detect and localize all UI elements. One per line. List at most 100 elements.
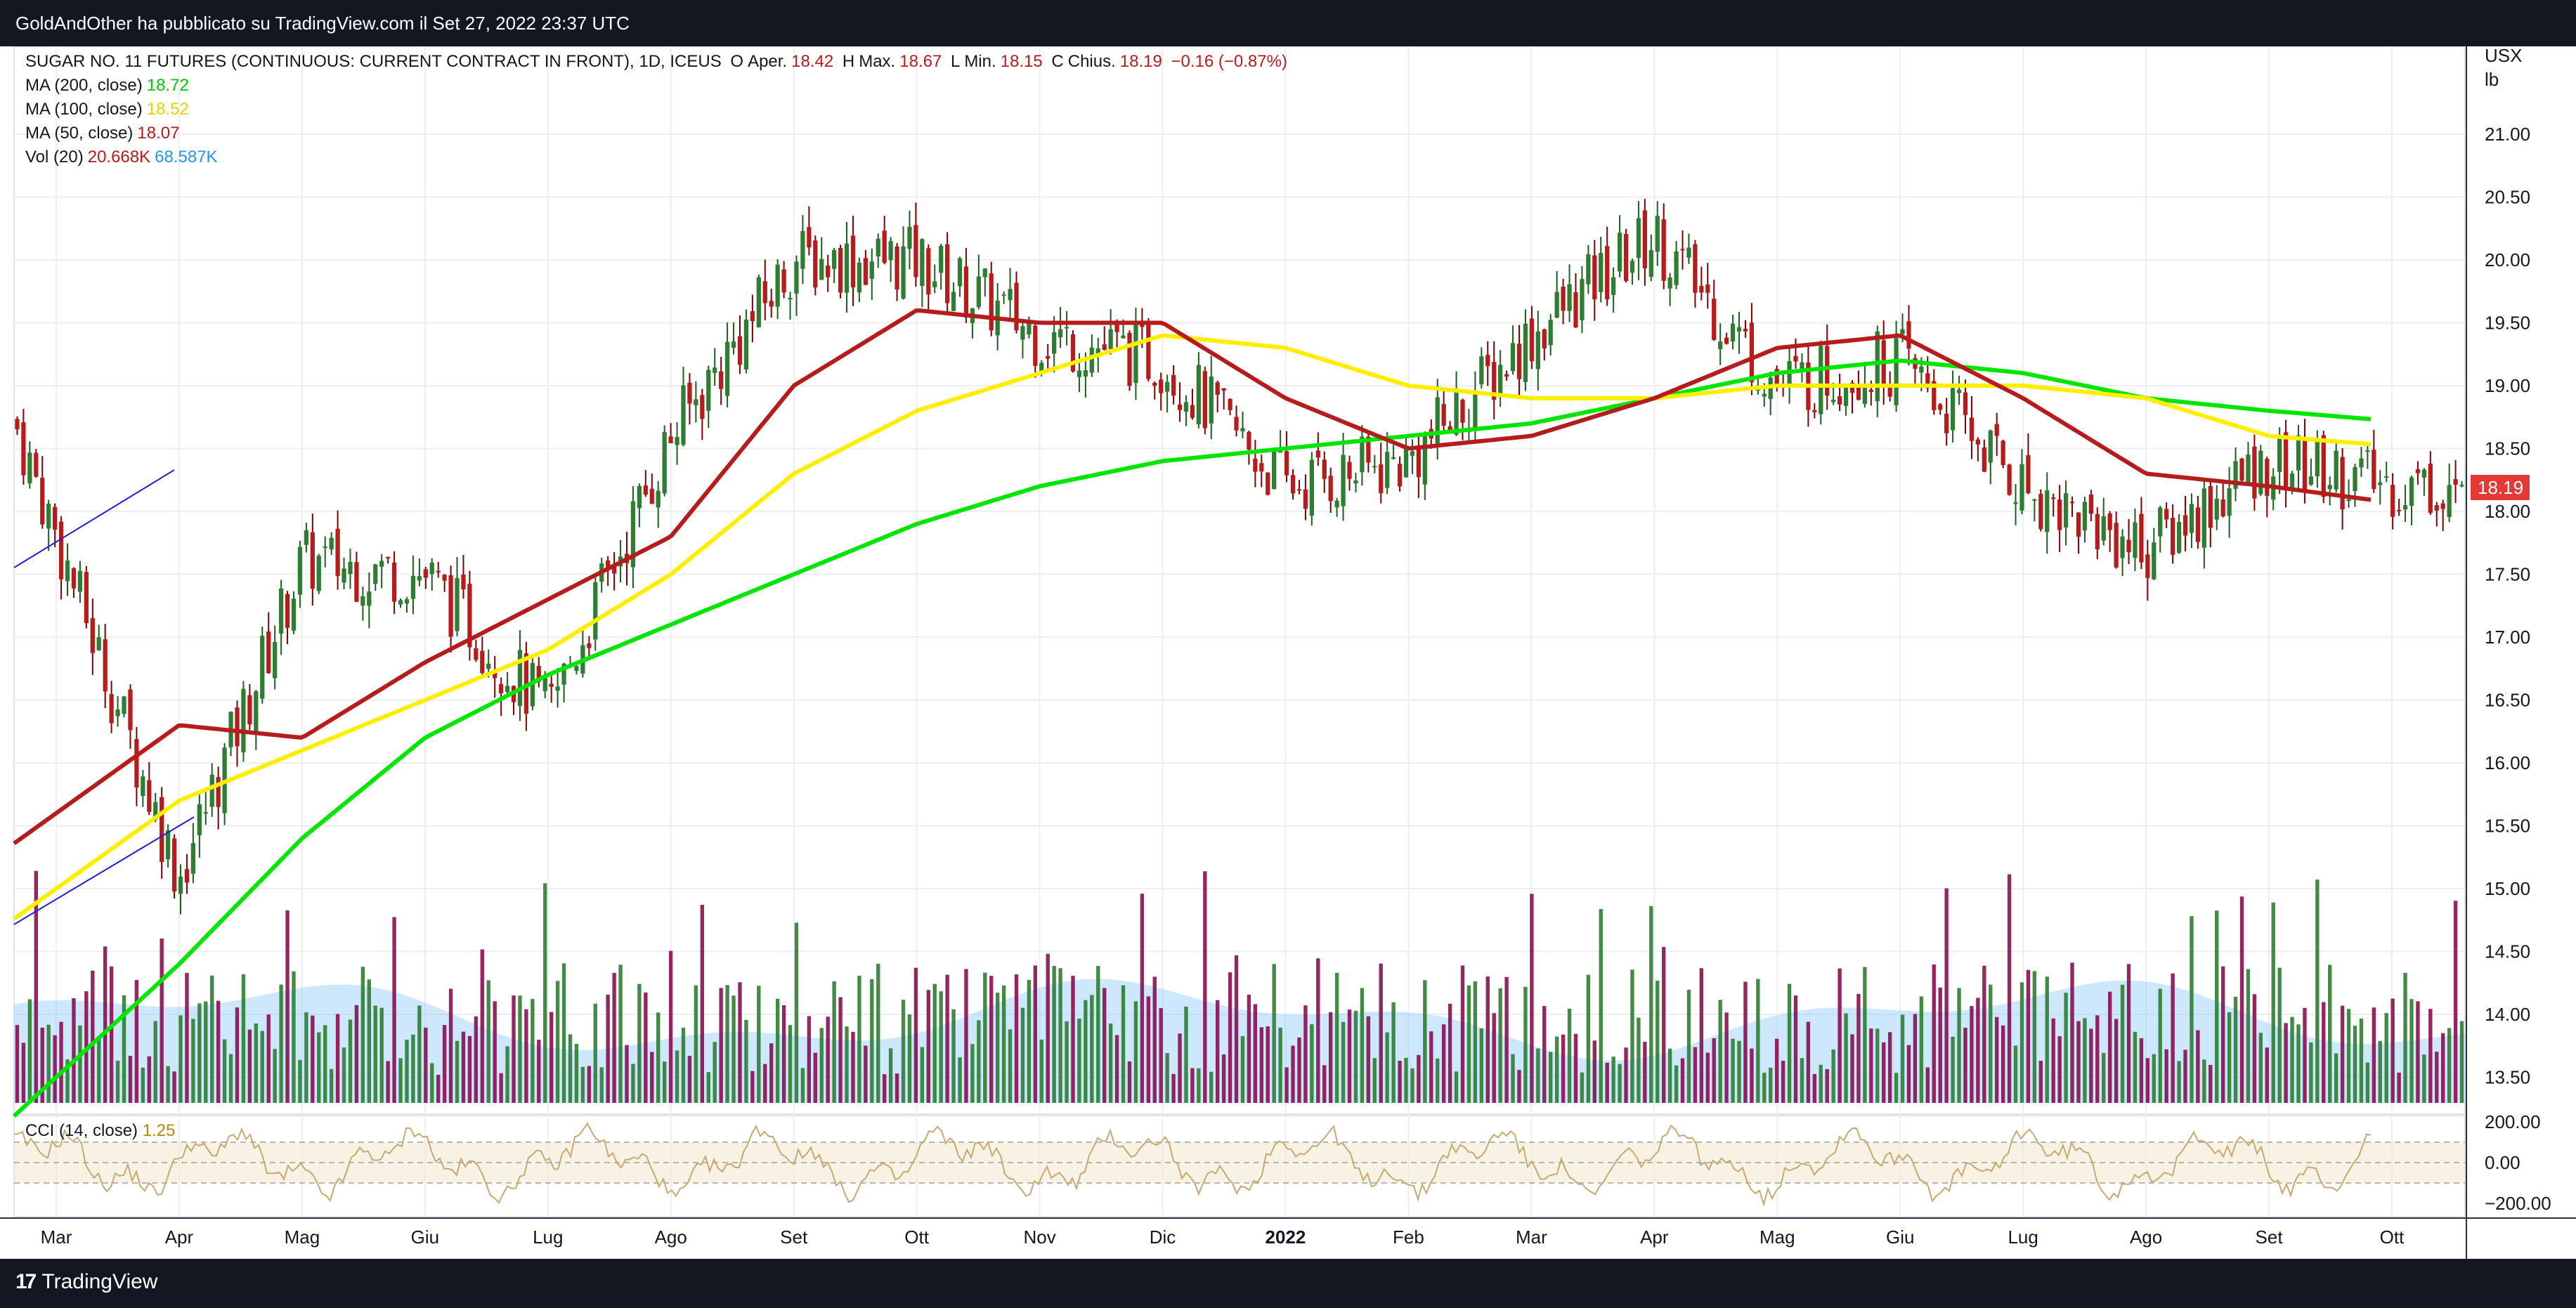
volume-bar: [1379, 963, 1383, 1103]
volume-bar: [568, 1034, 573, 1103]
candle-body: [2372, 450, 2376, 490]
volume-bar: [1328, 1012, 1333, 1103]
volume-bar: [1806, 1021, 1811, 1103]
volume-bar: [461, 1031, 466, 1103]
volume-bar: [958, 1057, 962, 1103]
candle-body: [1573, 292, 1578, 328]
candle-body: [1315, 450, 1320, 458]
volume-bar: [1221, 1054, 1226, 1103]
candle-body: [398, 600, 403, 605]
axes: 21.00 20.50 20.00 19.50 19.00 18.50 18.00 17.50…: [0, 46, 2576, 1259]
volume-bar: [1850, 1034, 1854, 1103]
candle-body: [982, 268, 987, 277]
candle-body: [423, 569, 428, 578]
volume-bar: [1762, 1073, 1767, 1103]
candle-body: [1152, 383, 1157, 386]
volume-bar: [1580, 1072, 1585, 1103]
volume-bar: [926, 990, 930, 1103]
volume-bar: [1561, 1034, 1566, 1103]
candle-body: [2396, 509, 2402, 511]
volume-bar: [2007, 874, 2012, 1103]
candle-body: [2076, 512, 2081, 537]
cci-line: [13, 1122, 2372, 1208]
ma100-value: 18.52: [146, 100, 189, 119]
candle-body: [84, 572, 89, 624]
candle-body: [1492, 362, 1497, 400]
currency-label: USX: [2485, 46, 2522, 66]
chart-grid: [13, 46, 2466, 1217]
volume-bar: [800, 1068, 805, 1103]
cci-label: CCI (14, close): [25, 1121, 138, 1140]
candle-body: [2334, 450, 2338, 490]
candle-body: [323, 546, 327, 548]
ma100-legend[interactable]: MA (100, close) 18.52: [25, 100, 193, 119]
volume-bar: [147, 1056, 151, 1103]
volume-bar: [1592, 1040, 1596, 1103]
candle-body: [2026, 454, 2031, 494]
volume-bar: [341, 1047, 346, 1103]
ma100-label: MA (100, close): [25, 100, 143, 119]
candle-body: [2107, 513, 2112, 530]
ma200-value: 18.72: [146, 76, 189, 95]
candle-body: [2233, 461, 2238, 489]
volume-bar: [555, 981, 560, 1103]
volume-bar: [1046, 953, 1050, 1103]
volume-bar: [1102, 988, 1107, 1103]
cci-legend[interactable]: CCI (14, close) 1.25: [25, 1121, 175, 1141]
candle-body: [1253, 458, 1258, 472]
tradingview-logo[interactable]: 17 TradingView: [15, 1270, 157, 1294]
volume-bar: [1605, 1062, 1609, 1103]
price-tick-label: 18.50: [2485, 438, 2530, 459]
volume-bar: [1643, 1041, 1647, 1103]
ma50-legend[interactable]: MA (50, close) 18.07: [25, 124, 183, 143]
volume-bar: [1674, 1065, 1679, 1103]
volume-bar: [1209, 1071, 1214, 1103]
volume-bar: [1573, 1033, 1578, 1103]
volume-bar: [1341, 1021, 1346, 1103]
candle-body: [1159, 379, 1164, 393]
volume-bar: [1441, 1024, 1446, 1103]
volume-bar: [15, 1025, 20, 1103]
candle-body: [128, 689, 133, 731]
volume-bar: [587, 1066, 592, 1103]
volume-bar: [1649, 905, 1653, 1103]
volume-bar: [637, 983, 642, 1103]
volume-bar: [1372, 1058, 1377, 1103]
candle-body: [901, 246, 906, 299]
candle-body: [1554, 292, 1559, 318]
candle-body: [2114, 523, 2119, 568]
price-tick-label: 16.00: [2485, 752, 2530, 773]
candle-body: [555, 686, 560, 691]
volume-legend[interactable]: Vol (20) 20.668K 68.587K: [25, 148, 222, 167]
volume-bar: [945, 974, 949, 1103]
time-tick-label: Lug: [2008, 1227, 2038, 1248]
candle-body: [53, 506, 58, 530]
volume-bar: [1894, 1073, 1899, 1103]
volume-bar: [1938, 987, 1942, 1103]
volume-bar: [2265, 1047, 2269, 1103]
cci-value: 1.25: [142, 1121, 176, 1140]
price-tick-label: 15.50: [2485, 816, 2530, 837]
cci-tick-label: 200.00: [2485, 1111, 2541, 1132]
candle-body: [1699, 286, 1704, 293]
candle-body: [278, 588, 284, 634]
volume-bar: [1460, 965, 1465, 1103]
candle-body: [1586, 254, 1591, 285]
candle-body: [21, 422, 26, 476]
volume-bar: [819, 1028, 824, 1103]
volume-bar: [1492, 1013, 1496, 1103]
volume-bar: [1033, 965, 1038, 1103]
volume-bar: [166, 1066, 170, 1103]
candle-body: [1001, 294, 1006, 296]
volume-bar: [2346, 1009, 2351, 1103]
candle-body: [1403, 447, 1409, 478]
candle-body: [549, 684, 554, 687]
chart-canvas[interactable]: 21.00 20.50 20.00 19.50 19.00 18.50 18.00 17.50…: [0, 46, 2576, 1259]
ma200-legend[interactable]: MA (200, close) 18.72: [25, 76, 193, 96]
volume-bar: [103, 946, 108, 1103]
candle-body: [769, 301, 774, 307]
candle-body: [1498, 365, 1503, 395]
volume-bar: [311, 1015, 315, 1103]
candle-body: [1963, 392, 1968, 415]
volume-bar: [644, 992, 648, 1103]
